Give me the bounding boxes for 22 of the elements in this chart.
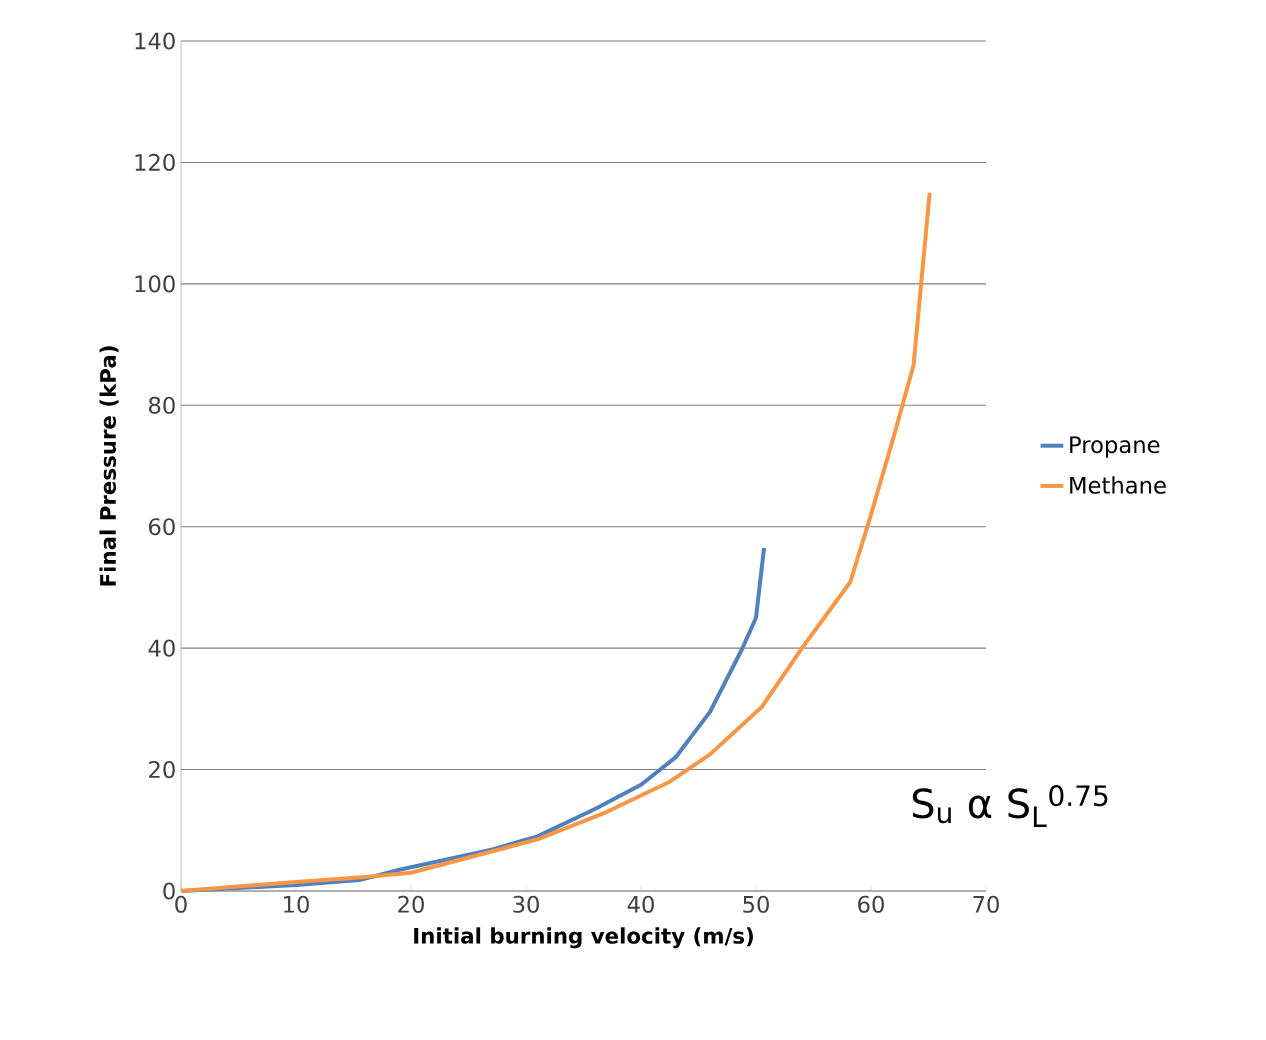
x-tick-label: 20 xyxy=(398,895,424,913)
x-tick-label: 0 xyxy=(175,895,187,913)
y-tick-label: 80 xyxy=(149,396,175,414)
y-tick-label: 140 xyxy=(135,32,175,50)
x-tick-label: 40 xyxy=(627,895,654,913)
x-tick-label: 10 xyxy=(284,895,309,913)
y-tick-label: 60 xyxy=(149,518,175,536)
x-axis-title: Initial burning velocity (m/s) xyxy=(414,927,753,949)
y-tick-label: 0 xyxy=(163,882,175,900)
x-tick-label: 30 xyxy=(513,895,539,913)
y-tick-label: 120 xyxy=(135,153,175,171)
y-tick-label: 20 xyxy=(149,760,175,779)
legend-label: Propane xyxy=(1070,436,1160,458)
x-tick-label: 60 xyxy=(858,895,884,913)
legend-label: Methane xyxy=(1070,476,1166,494)
annotation: S$_{u}$ α S$_{L}$0.75 xyxy=(912,785,1108,827)
line-series xyxy=(179,190,932,893)
x-tick-label: 70 xyxy=(973,895,999,913)
x-tick-label: 50 xyxy=(743,895,769,913)
y-tick-label: 40 xyxy=(148,639,175,657)
y-axis-title: Final Pressure (kPa) xyxy=(99,346,119,586)
y-tick-label: 100 xyxy=(135,275,175,293)
